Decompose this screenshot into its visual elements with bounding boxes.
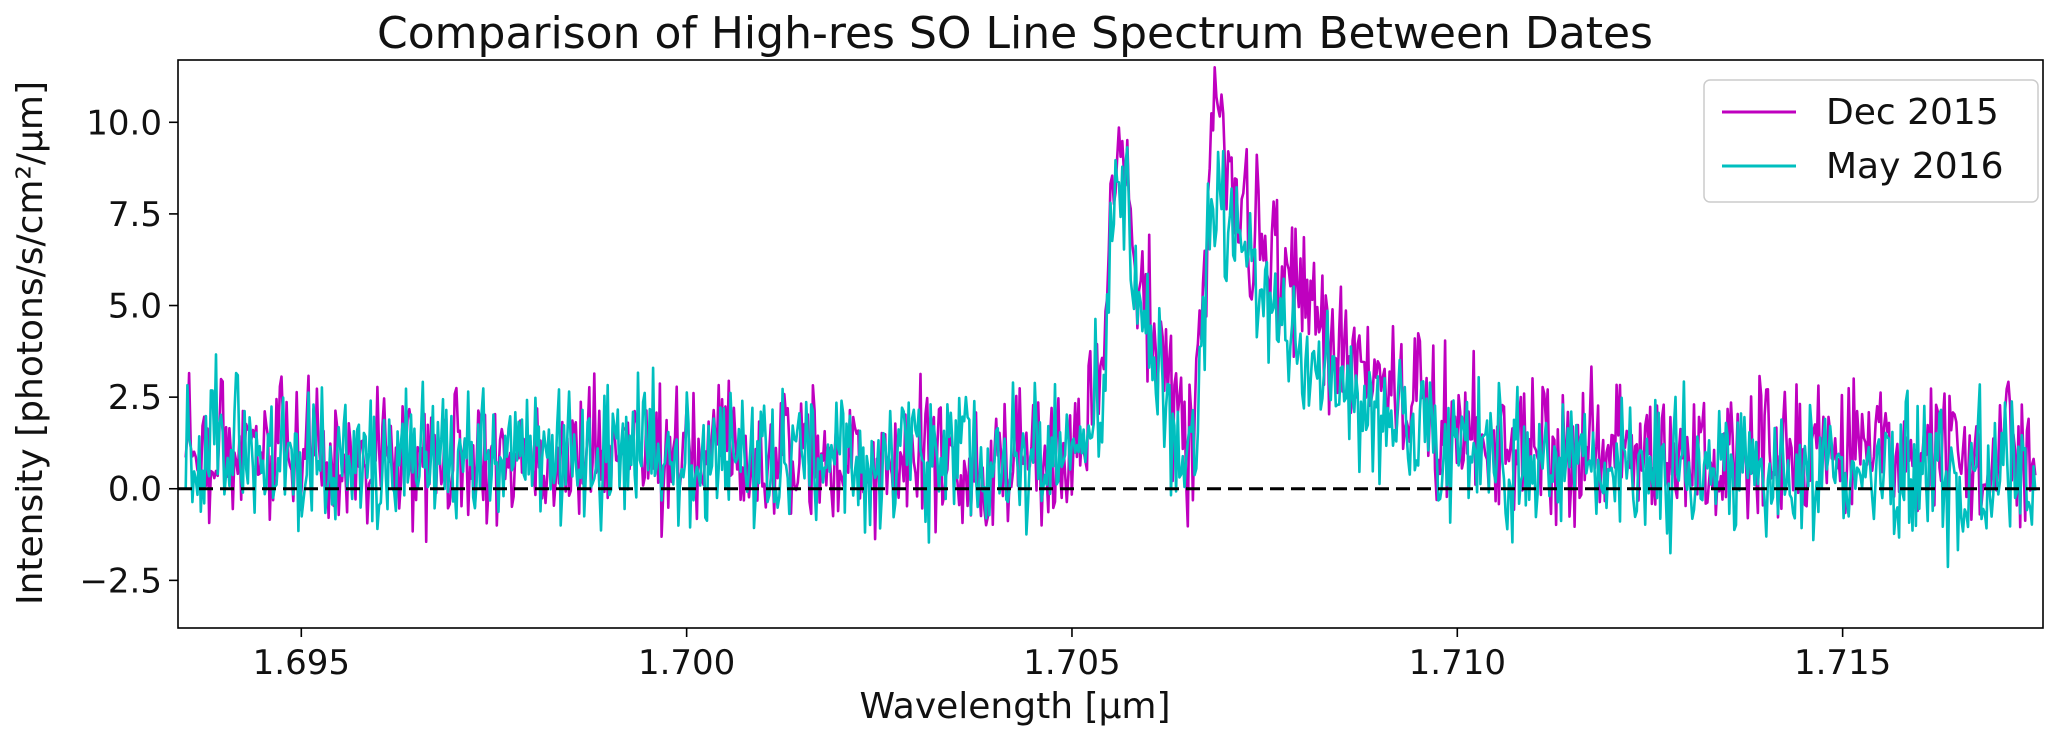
y-tick-label: 2.5 <box>108 378 162 418</box>
plot-area-frame <box>177 59 2044 629</box>
y-tick-label: −2.5 <box>79 561 162 601</box>
series-line-may-2016 <box>184 146 2037 569</box>
legend-label-may-2016: May 2016 <box>1826 146 2004 187</box>
x-axis-ticks: 1.695 1.700 1.705 1.710 1.715 <box>253 628 1891 683</box>
y-axis-label: Intensity [photons/s/cm²/μm] <box>10 81 51 605</box>
y-tick-label: 5.0 <box>108 287 162 327</box>
legend-label-dec-2015: Dec 2015 <box>1826 92 1999 133</box>
x-tick-label: 1.715 <box>1794 643 1891 683</box>
x-tick-label: 1.700 <box>638 643 735 683</box>
y-axis-ticks: −2.5 0.0 2.5 5.0 7.5 10.0 <box>79 103 178 601</box>
y-tick-label: 7.5 <box>108 195 162 235</box>
chart-title: Comparison of High-res SO Line Spectrum … <box>377 8 1653 59</box>
y-tick-label: 0.0 <box>108 470 162 510</box>
x-tick-label: 1.710 <box>1409 643 1506 683</box>
series-layer <box>184 66 2037 569</box>
x-tick-label: 1.705 <box>1023 643 1120 683</box>
x-tick-label: 1.695 <box>253 643 350 683</box>
y-tick-label: 10.0 <box>86 103 162 143</box>
x-axis-label: Wavelength [μm] <box>859 686 1170 727</box>
legend: Dec 2015 May 2016 <box>1703 79 2039 203</box>
